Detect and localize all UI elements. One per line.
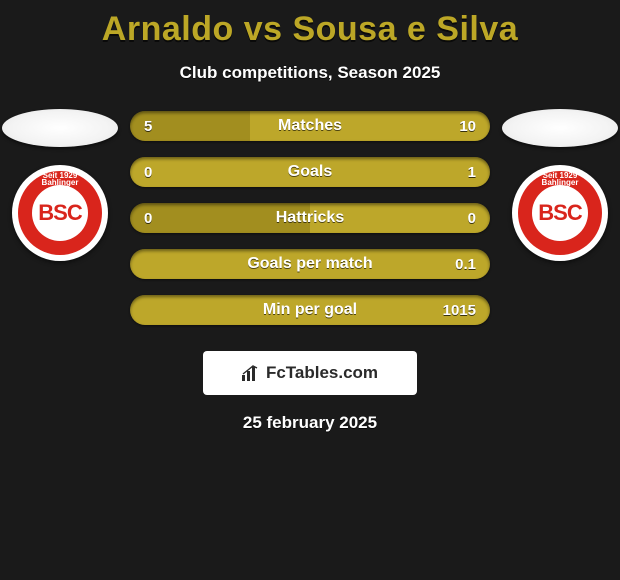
page-title: Arnaldo vs Sousa e Silva [0,0,620,49]
club-badge-right: Bahlinger Seit 1929 BSC [512,165,608,261]
stat-label: Goals [288,163,332,181]
watermark: FcTables.com [203,351,417,395]
stat-label: Min per goal [263,301,357,319]
club-badge-left: Bahlinger Seit 1929 BSC [12,165,108,261]
stat-value-right: 1 [468,157,476,187]
watermark-text: FcTables.com [266,363,378,383]
stat-value-left: 0 [144,157,152,187]
stat-value-left: 5 [144,111,152,141]
date-text: 25 february 2025 [0,413,620,433]
stat-value-right: 1015 [443,295,476,325]
comparison-area: Bahlinger Seit 1929 BSC Bahlinger Seit 1… [0,111,620,341]
left-column: Bahlinger Seit 1929 BSC [0,109,120,261]
stat-value-right: 0.1 [455,249,476,279]
stat-bar: 5 Matches 10 [130,111,490,141]
stat-bar: 0 Hattricks 0 [130,203,490,233]
badge-initials: BSC [32,185,88,241]
stat-label: Hattricks [276,209,344,227]
stat-value-left: 0 [144,203,152,233]
stat-label: Goals per match [247,255,372,273]
stat-bar: Goals per match 0.1 [130,249,490,279]
stat-bar: 0 Goals 1 [130,157,490,187]
right-column: Bahlinger Seit 1929 BSC [500,109,620,261]
stat-value-right: 0 [468,203,476,233]
subtitle: Club competitions, Season 2025 [0,63,620,83]
bars-icon [242,365,260,381]
stat-value-right: 10 [459,111,476,141]
player-marker-right [502,109,618,147]
stat-bars: 5Matches100Goals10Hattricks0Goals per ma… [130,111,490,341]
badge-initials: BSC [532,185,588,241]
player-marker-left [2,109,118,147]
stat-bar: Min per goal 1015 [130,295,490,325]
stat-label: Matches [278,117,342,135]
